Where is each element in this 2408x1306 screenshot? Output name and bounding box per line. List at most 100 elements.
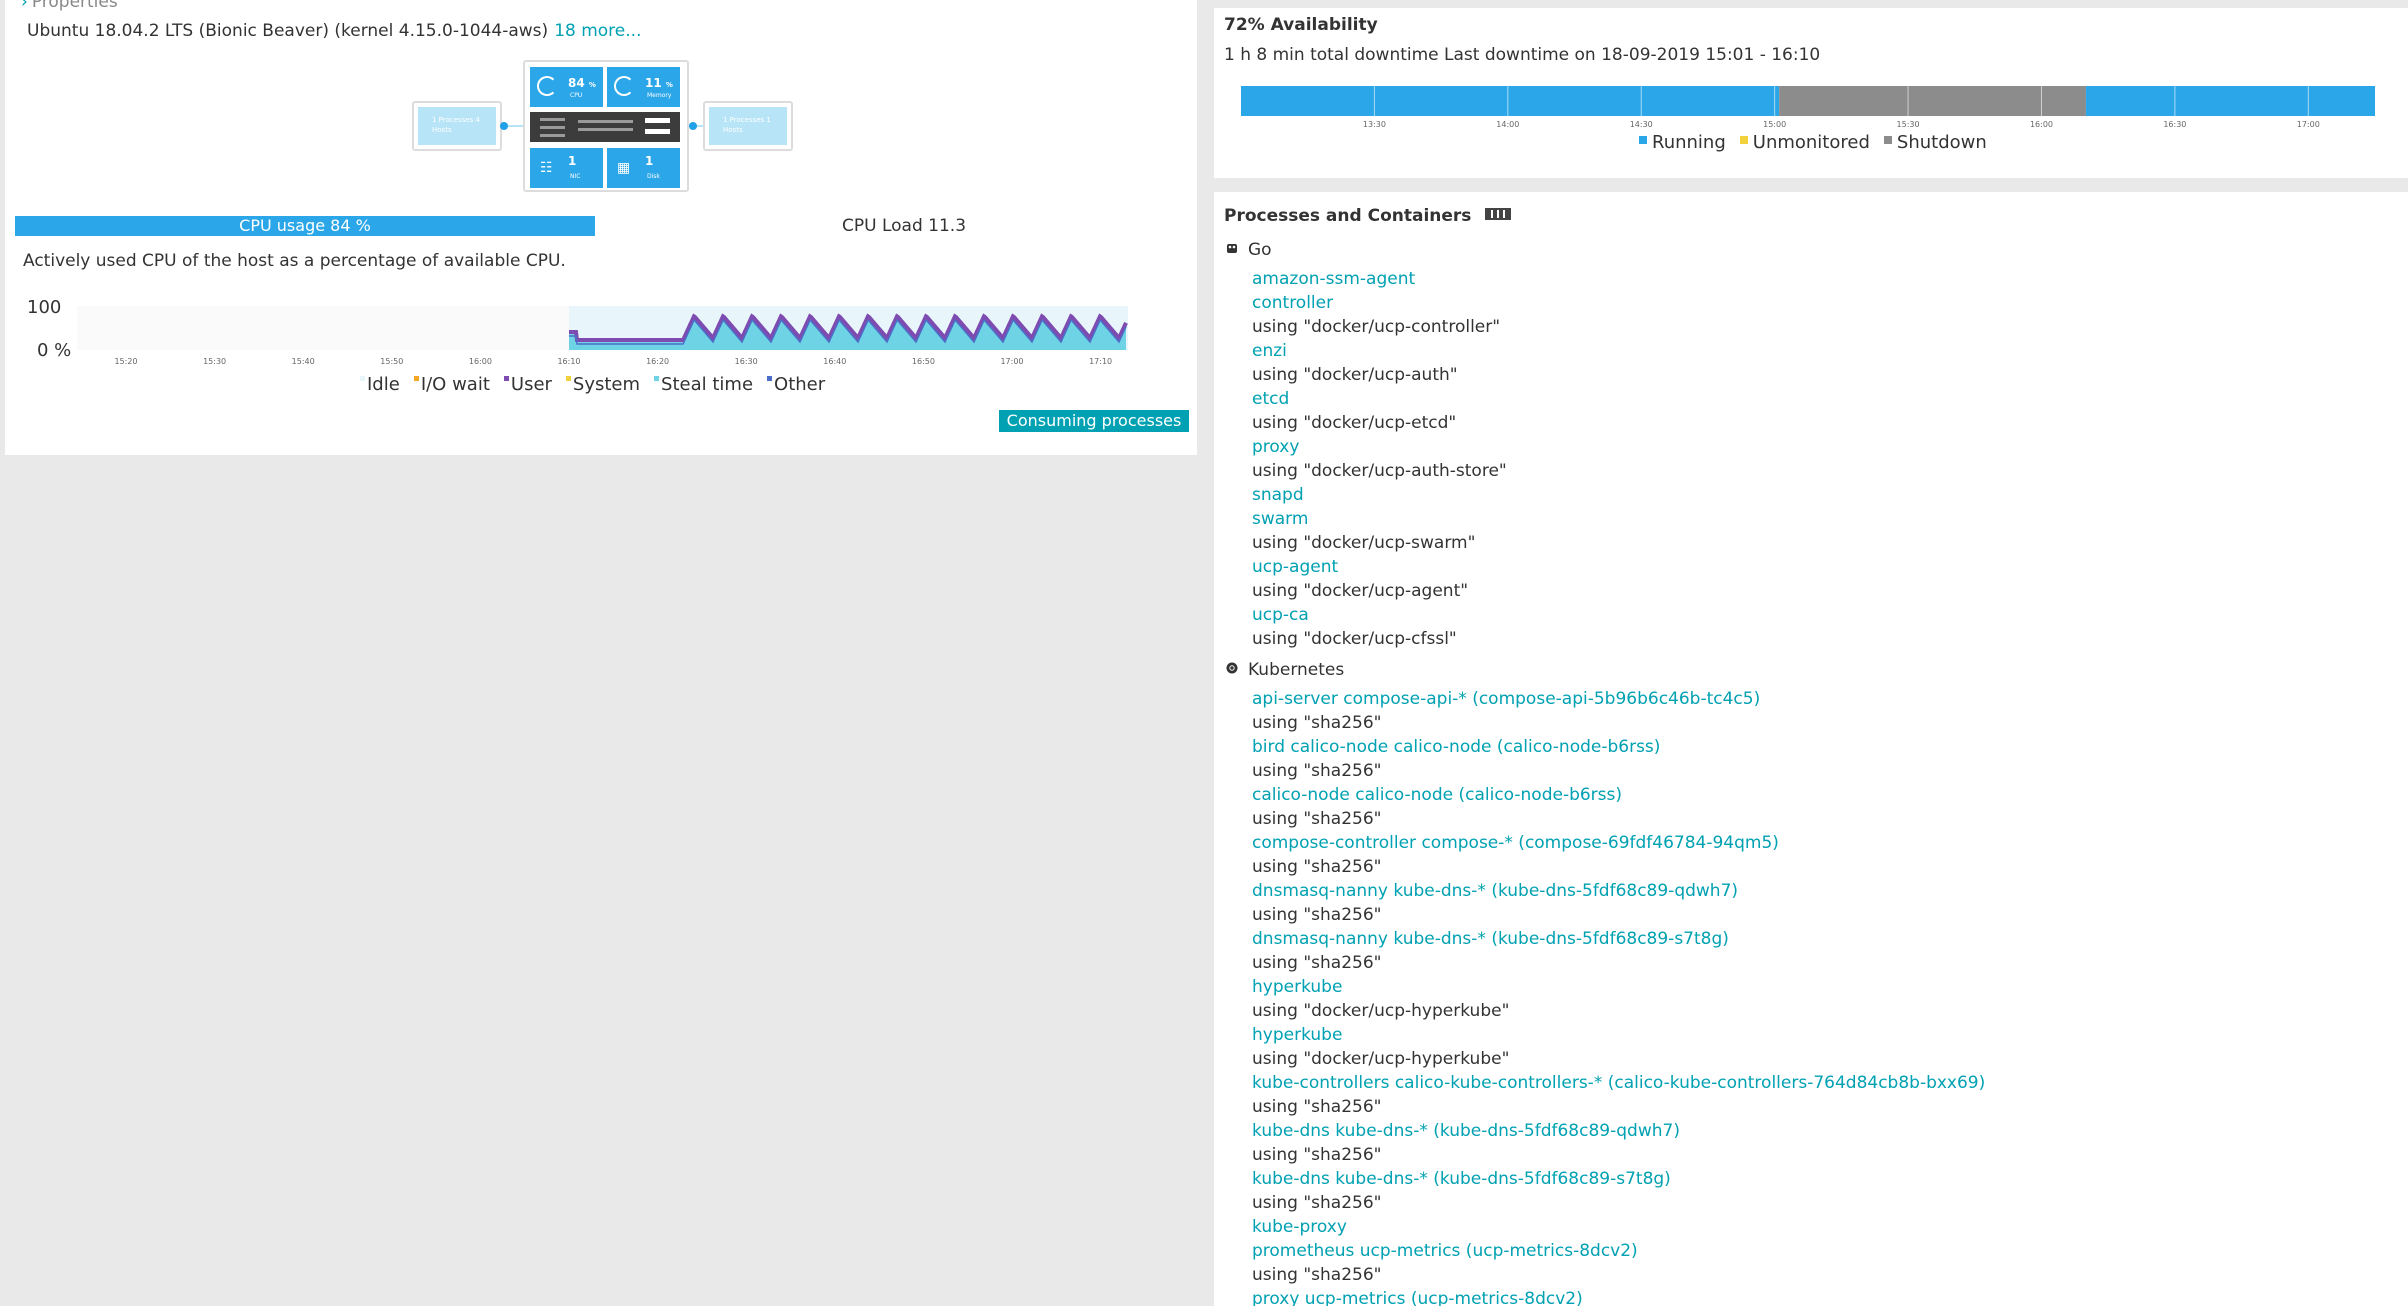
go-process-link[interactable]: amazon-ssm-agent bbox=[1252, 269, 1416, 289]
processes-title: Processes and Containers bbox=[1224, 206, 1512, 226]
legend-item[interactable]: System bbox=[565, 374, 641, 395]
cpu-load-label[interactable]: CPU Load 11.3 bbox=[842, 216, 967, 236]
kubernetes-process-link[interactable]: api-server compose-api-* (compose-api-5b… bbox=[1252, 689, 1761, 709]
grid-view-icon[interactable] bbox=[1485, 208, 1512, 220]
availability-segment-running[interactable] bbox=[1241, 86, 1780, 116]
x-tick-label: 15:30 bbox=[1897, 120, 1920, 128]
go-process-link[interactable]: enzi bbox=[1252, 341, 1287, 361]
host-box[interactable]: 84 % CPU 11 % Memory ☷ 1 NIC bbox=[523, 60, 689, 192]
legend-swatch bbox=[1639, 136, 1647, 144]
properties-toggle[interactable]: › Properties bbox=[21, 0, 118, 12]
cpu-usage-bar[interactable]: CPU usage 84 % bbox=[15, 216, 595, 236]
os-info: Ubuntu 18.04.2 LTS (Bionic Beaver) (kern… bbox=[27, 21, 641, 41]
go-gopher-icon bbox=[1227, 244, 1237, 253]
legend-item[interactable]: Other bbox=[767, 374, 825, 395]
kubernetes-process-link[interactable]: bird calico-node calico-node (calico-nod… bbox=[1252, 737, 1661, 757]
x-tick-label: 17:00 bbox=[1000, 357, 1023, 366]
kubernetes-process-link[interactable]: kube-dns kube-dns-* (kube-dns-5fdf68c89-… bbox=[1252, 1121, 1680, 1141]
disk-tile[interactable]: ▦ 1 Disk bbox=[607, 148, 680, 188]
cpu-label: CPU bbox=[570, 92, 583, 99]
go-process-image: using "docker/ucp-cfssl" bbox=[1252, 629, 1457, 649]
kubernetes-process-link[interactable]: prometheus ucp-metrics (ucp-metrics-8dcv… bbox=[1252, 1241, 1638, 1261]
x-tick-label: 15:30 bbox=[203, 357, 226, 366]
legend-swatch bbox=[565, 376, 571, 381]
go-group-label: Go bbox=[1248, 240, 1272, 260]
legend-label: User bbox=[510, 374, 552, 395]
go-process-image: using "docker/ucp-auth" bbox=[1252, 365, 1458, 385]
legend-item[interactable]: Unmonitored bbox=[1739, 132, 1870, 153]
x-tick-label: 15:00 bbox=[1763, 120, 1786, 128]
legend-label: Idle bbox=[367, 374, 400, 395]
go-process-link[interactable]: ucp-agent bbox=[1252, 557, 1339, 577]
availability-segment-shutdown[interactable] bbox=[1779, 86, 2086, 116]
outgoing-process-node[interactable]: 1 Processes 1 Hosts bbox=[703, 101, 793, 151]
legend-swatch bbox=[360, 376, 365, 381]
cpu-tile[interactable]: 84 % CPU bbox=[530, 67, 603, 107]
x-tick-label: 14:00 bbox=[1496, 120, 1519, 128]
memory-tile[interactable]: 11 % Memory bbox=[607, 67, 680, 107]
x-tick-label: 16:30 bbox=[735, 357, 758, 366]
connector-dot-left bbox=[500, 122, 508, 130]
legend-label: Unmonitored bbox=[1752, 132, 1870, 153]
go-process-image: using "docker/ucp-agent" bbox=[1252, 581, 1469, 601]
processes-title-text: Processes and Containers bbox=[1224, 206, 1472, 226]
legend-swatch bbox=[1883, 136, 1892, 144]
go-process-link[interactable]: proxy bbox=[1252, 437, 1300, 457]
availability-timeline[interactable]: 13:30 14:00 14:30 15:00 15:30 16:00 16:30 17:00 bbox=[1241, 78, 2375, 128]
legend-item[interactable]: User bbox=[503, 374, 552, 395]
kubernetes-process-link[interactable]: hyperkube bbox=[1252, 977, 1343, 997]
legend-swatch bbox=[767, 376, 773, 381]
kubernetes-group-label: Kubernetes bbox=[1248, 660, 1345, 680]
legend-item[interactable]: I/O wait bbox=[413, 374, 490, 395]
kubernetes-process-link[interactable]: kube-controllers calico-kube-controllers… bbox=[1252, 1073, 1986, 1093]
series-user-line bbox=[569, 313, 1128, 342]
consuming-processes-button[interactable]: Consuming processes bbox=[999, 410, 1189, 432]
availability-panel: 72% Availability 1 h 8 min total downtim… bbox=[1214, 8, 2408, 178]
x-tick-label: 16:40 bbox=[823, 357, 846, 366]
legend-item[interactable]: Idle bbox=[360, 374, 400, 395]
os-name: Ubuntu 18.04.2 LTS (Bionic Beaver) (kern… bbox=[27, 21, 549, 41]
legend-label: Shutdown bbox=[1896, 132, 1987, 153]
nic-label: NIC bbox=[570, 173, 581, 180]
incoming-process-label: 1 Processes 4 Hosts bbox=[418, 107, 496, 145]
kubernetes-process-link[interactable]: hyperkube bbox=[1252, 1025, 1343, 1045]
kubernetes-process-link[interactable]: compose-controller compose-* (compose-69… bbox=[1252, 833, 1779, 853]
go-process-link[interactable]: etcd bbox=[1252, 389, 1290, 409]
more-properties-link[interactable]: 18 more... bbox=[554, 21, 642, 41]
kubernetes-process-link[interactable]: kube-dns kube-dns-* (kube-dns-5fdf68c89-… bbox=[1252, 1169, 1671, 1189]
go-process-link[interactable]: snapd bbox=[1252, 485, 1304, 505]
processes-panel: Processes and Containers Go amazon-ssm-a… bbox=[1214, 192, 2408, 1306]
x-tick-label: 15:20 bbox=[114, 357, 137, 366]
availability-segment-running[interactable] bbox=[2085, 86, 2375, 116]
server-rack-icon bbox=[530, 112, 680, 142]
legend-item[interactable]: Steal time bbox=[654, 374, 753, 395]
legend-swatch bbox=[1739, 136, 1748, 144]
go-process-link[interactable]: controller bbox=[1252, 293, 1334, 313]
go-process-image: using "docker/ucp-swarm" bbox=[1252, 533, 1476, 553]
kubernetes-process-link[interactable]: proxy ucp-metrics (ucp-metrics-8dcv2) bbox=[1252, 1289, 1583, 1306]
go-process-link[interactable]: swarm bbox=[1252, 509, 1309, 529]
x-tick-label: 16:00 bbox=[469, 357, 492, 366]
x-tick-label: 13:30 bbox=[1363, 120, 1386, 128]
go-process-link[interactable]: ucp-ca bbox=[1252, 605, 1309, 625]
legend-label: System bbox=[572, 374, 641, 395]
cpu-ring-icon bbox=[537, 76, 557, 96]
x-tick-label: 17:10 bbox=[1089, 357, 1112, 366]
cpu-chart-legend: Idle I/O wait User System Steal time Other bbox=[360, 374, 839, 395]
kubernetes-process-image: using "sha256" bbox=[1252, 1265, 1382, 1285]
incoming-process-node[interactable]: 1 Processes 4 Hosts bbox=[412, 101, 502, 151]
nic-tile[interactable]: ☷ 1 NIC bbox=[530, 148, 603, 188]
x-tick-label: 16:20 bbox=[646, 357, 669, 366]
kubernetes-process-image: using "sha256" bbox=[1252, 857, 1382, 877]
availability-summary: 1 h 8 min total downtime Last downtime o… bbox=[1224, 45, 1821, 65]
kubernetes-process-link[interactable]: calico-node calico-node (calico-node-b6r… bbox=[1252, 785, 1623, 805]
legend-item[interactable]: Running bbox=[1639, 132, 1726, 153]
kubernetes-icon bbox=[1226, 662, 1238, 674]
legend-item[interactable]: Shutdown bbox=[1883, 132, 1987, 153]
x-tick-label: 16:50 bbox=[912, 357, 935, 366]
kubernetes-process-link[interactable]: dnsmasq-nanny kube-dns-* (kube-dns-5fdf6… bbox=[1252, 881, 1739, 901]
kubernetes-process-link[interactable]: kube-proxy bbox=[1252, 1217, 1347, 1237]
kubernetes-process-link[interactable]: dnsmasq-nanny kube-dns-* (kube-dns-5fdf6… bbox=[1252, 929, 1729, 949]
disk-icon: ▦ bbox=[617, 160, 631, 176]
cpu-usage-chart[interactable]: 100 0 % 15:20 15:30 15:40 15:50 16:00 16:10 16:2… bbox=[15, 292, 1135, 384]
